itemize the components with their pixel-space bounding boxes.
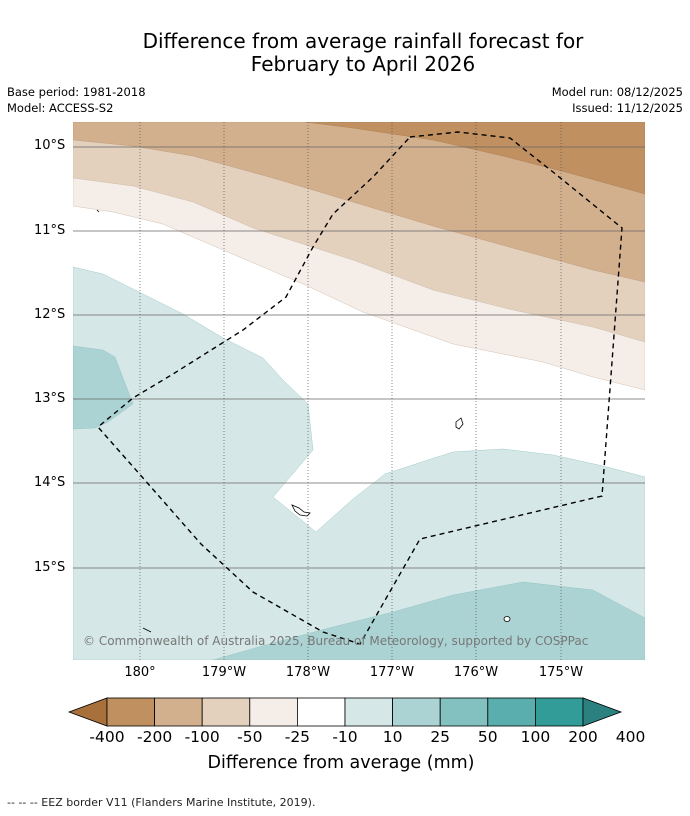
colorbar-cell xyxy=(535,697,584,727)
lat-label-12s: 12°S xyxy=(34,307,66,322)
lon-label-179w: 179°W xyxy=(201,665,247,680)
colorbar-tick-label: -100 xyxy=(184,728,220,746)
rainfall-map: © Commonwealth of Australia 2025, Bureau… xyxy=(73,122,645,660)
island-west-fragment xyxy=(142,627,152,633)
island-wallis xyxy=(455,417,464,430)
colorbar-cell xyxy=(296,697,346,727)
lon-label-176w: 176°W xyxy=(453,665,499,680)
lon-label-175w: 175°W xyxy=(538,665,584,680)
chart-title: Difference from average rainfall forecas… xyxy=(0,30,690,76)
graticule xyxy=(73,146,645,569)
colorbar-tick-label: 200 xyxy=(568,728,598,746)
island-futuna xyxy=(291,504,311,517)
island-top-fragment xyxy=(96,209,100,213)
colorbar-cell xyxy=(487,697,536,727)
colorbar-tick-label: -50 xyxy=(237,728,263,746)
eez-legend-footer: -- -- -- EEZ border V11 (Flanders Marine… xyxy=(7,796,316,809)
issued-date: Issued: 11/12/2025 xyxy=(572,101,683,115)
island-small-south xyxy=(503,616,511,622)
colorbar-title: Difference from average (mm) xyxy=(207,753,475,773)
meta-left: Base period: 1981-2018 Model: ACCESS-S2 xyxy=(7,84,146,116)
eez-border xyxy=(96,131,623,645)
colorbar-tick-label: -10 xyxy=(332,728,358,746)
model-run: Model run: 08/12/2025 xyxy=(551,85,683,99)
lon-label-177w: 177°W xyxy=(369,665,415,680)
colorbar-tick-label: 10 xyxy=(382,728,403,746)
colorbar-tick-label: -400 xyxy=(89,728,125,746)
colorbar-cells xyxy=(67,697,623,727)
colorbar-tick-label: -25 xyxy=(284,728,311,746)
map-credit: © Commonwealth of Australia 2025, Bureau… xyxy=(83,634,588,648)
colorbar-cell xyxy=(249,697,298,727)
band-plus-25-west xyxy=(73,345,134,430)
title-line-2: February to April 2026 xyxy=(250,52,476,76)
meta-right: Model run: 08/12/2025 Issued: 11/12/2025 xyxy=(552,84,683,116)
lat-label-14s: 14°S xyxy=(34,475,66,490)
colorbar-extend-low xyxy=(67,697,108,727)
band-plus-10-west xyxy=(73,266,645,660)
colorbar-tick-label: -200 xyxy=(137,728,173,746)
colorbar-cell xyxy=(392,697,441,727)
lat-label-15s: 15°S xyxy=(34,560,66,575)
colorbar-cell xyxy=(154,697,203,727)
band-minus-100-dark xyxy=(304,122,645,195)
title-line-1: Difference from average rainfall forecas… xyxy=(142,29,584,53)
band-minus-50-mid xyxy=(73,122,645,283)
colorbar-tick-label: 50 xyxy=(477,728,498,746)
colorbar-extend-high xyxy=(582,697,623,727)
lon-label-178w: 178°W xyxy=(285,665,331,680)
colorbar-cell xyxy=(201,697,251,727)
lat-label-11s: 11°S xyxy=(34,223,66,238)
base-period: Base period: 1981-2018 xyxy=(7,85,146,99)
colorbar-tick-label: 100 xyxy=(520,728,551,746)
colorbar-cell xyxy=(439,697,489,727)
colorbar xyxy=(67,697,623,727)
colorbar-tick-label: 400 xyxy=(615,728,646,746)
colorbar-tick-label: 25 xyxy=(430,728,451,746)
lon-label-180: 180° xyxy=(124,665,156,680)
band-plus-25-south xyxy=(212,581,645,660)
lat-label-13s: 13°S xyxy=(34,391,66,406)
colorbar-cell xyxy=(344,697,393,727)
colorbar-cell xyxy=(106,697,155,727)
model-name: Model: ACCESS-S2 xyxy=(7,101,114,115)
lat-label-10s: 10°S xyxy=(34,138,66,153)
